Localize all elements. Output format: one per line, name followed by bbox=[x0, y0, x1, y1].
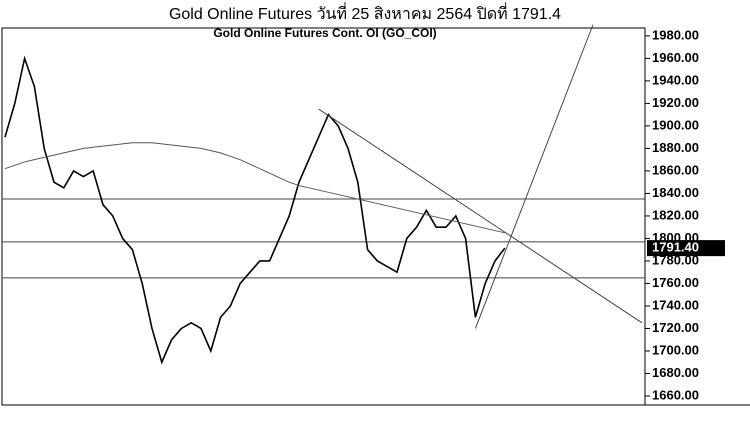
chart-title: Gold Online Futures วันที่ 25 สิงหาคม 25… bbox=[169, 2, 561, 23]
y-tick-label: 1860.00 bbox=[652, 162, 699, 177]
y-tick-label: 1700.00 bbox=[652, 342, 699, 357]
y-tick-label: 1920.00 bbox=[652, 95, 699, 110]
y-tick-label: 1960.00 bbox=[652, 50, 699, 65]
y-tick-label: 1720.00 bbox=[652, 320, 699, 335]
y-tick-label: 1840.00 bbox=[652, 185, 699, 200]
y-tick-label: 1760.00 bbox=[652, 275, 699, 290]
plot-area bbox=[2, 55, 645, 365]
y-tick-label: 1980.00 bbox=[652, 27, 699, 42]
last-price-box bbox=[647, 240, 725, 257]
y-tick-label: 1740.00 bbox=[652, 297, 699, 312]
chart-subtitle: Gold Online Futures Cont. OI (GO_COI) bbox=[213, 26, 436, 40]
trend-line bbox=[474, 24, 594, 329]
y-tick-label: 1680.00 bbox=[652, 365, 699, 380]
last-price-label: 1791.40 bbox=[652, 240, 699, 255]
y-tick-label: 1940.00 bbox=[652, 72, 699, 87]
y-tick-label: 1660.00 bbox=[652, 387, 699, 402]
y-tick-label: 1880.00 bbox=[652, 140, 699, 155]
series-line bbox=[4, 55, 506, 365]
trend-line bbox=[318, 108, 643, 324]
y-tick-label: 1900.00 bbox=[652, 117, 699, 132]
y-tick-label: 1820.00 bbox=[652, 207, 699, 222]
y-tick-label: 1780.00 bbox=[652, 252, 699, 267]
series-line bbox=[4, 142, 505, 234]
